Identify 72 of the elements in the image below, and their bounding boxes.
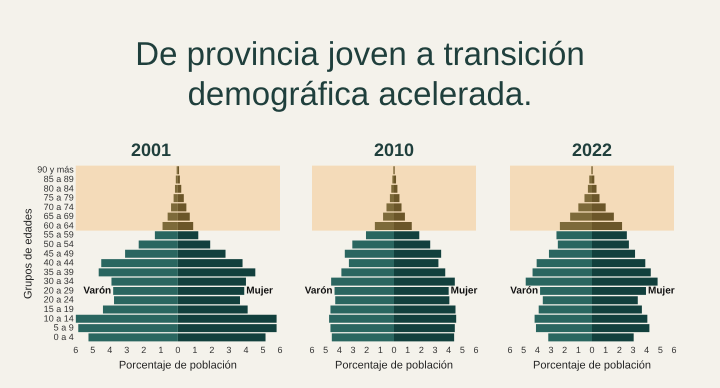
x-tick-label: 3 (432, 344, 438, 355)
y-tick-label: 80 a 84 (44, 183, 74, 194)
x-tick-label: 0 (589, 344, 595, 355)
x-tick-label: 3 (124, 344, 130, 355)
y-tick-label: 55 a 59 (44, 230, 74, 240)
series-label: Mujer (648, 286, 675, 297)
y-tick-label: 90 y más (37, 164, 74, 175)
x-tick-label: 1 (158, 344, 164, 355)
y-tick-label: 0 a 4 (54, 332, 74, 342)
y-tick-label: 10 a 14 (44, 313, 74, 324)
x-tick-label: 5 (90, 344, 96, 355)
x-tick-label: 6 (73, 344, 78, 355)
x-tick-label: 3 (630, 344, 636, 355)
y-tick-label: 65 a 69 (44, 211, 74, 222)
x-tick-label: 3 (350, 344, 356, 355)
x-tick-label: 1 (378, 344, 383, 355)
x-tick-label: 5 (323, 344, 328, 355)
series-label: Mujer (450, 286, 478, 297)
y-tick-label: 50 a 54 (44, 239, 74, 249)
x-tick-label: 6 (473, 344, 479, 355)
chart-title: 2010 (374, 140, 414, 160)
x-tick-label: 3 (226, 344, 232, 355)
x-tick-label: 1 (192, 344, 198, 355)
x-tick-label: 1 (603, 344, 608, 355)
series-label: Varón (510, 286, 538, 297)
x-axis-title: Porcentaje de población (334, 359, 454, 372)
y-tick-label: 15 a 19 (44, 304, 74, 314)
x-tick-label: 4 (534, 344, 540, 355)
x-tick-label: 6 (309, 344, 315, 355)
y-tick-label: 35 a 39 (44, 266, 74, 277)
x-tick-label: 2 (616, 344, 622, 355)
y-tick-label: 30 a 34 (44, 276, 74, 286)
x-tick-label: 1 (405, 344, 410, 355)
x-tick-label: 6 (507, 344, 513, 355)
chart-title: 2001 (130, 140, 172, 160)
x-tick-label: 4 (107, 344, 112, 355)
y-tick-label: 20 a 24 (44, 294, 74, 305)
x-tick-label: 5 (521, 344, 526, 355)
x-tick-label: 4 (336, 344, 342, 355)
x-tick-label: 4 (644, 344, 650, 355)
y-tick-label: 45 a 49 (44, 248, 74, 258)
text: De provincia joven a transición demográfica acelerada. (134, 34, 586, 114)
y-tick-label: 60 a 64 (44, 220, 74, 230)
x-tick-label: 0 (175, 344, 180, 355)
x-tick-label: 6 (671, 344, 677, 355)
x-tick-label: 2 (141, 344, 146, 355)
x-tick-label: 4 (446, 344, 452, 355)
x-tick-label: 2 (209, 344, 214, 355)
x-tick-label: 5 (460, 344, 465, 355)
x-tick-label: 3 (548, 344, 554, 355)
x-tick-label: 2 (562, 344, 568, 355)
x-tick-label: 6 (277, 344, 283, 355)
x-tick-label: 5 (658, 344, 663, 355)
x-tick-label: 5 (260, 344, 266, 355)
series-label: Mujer (246, 286, 274, 297)
chart-title: 2022 (572, 140, 612, 160)
series-label: Varón (83, 286, 112, 297)
y-tick-label: 40 a 44 (44, 258, 74, 268)
y-tick-label: 75 a 79 (44, 192, 74, 203)
y-axis-title: Grupos de edades (22, 208, 35, 300)
x-tick-label: 2 (418, 344, 424, 355)
x-tick-label: 0 (391, 344, 397, 355)
x-tick-label: 2 (364, 344, 370, 355)
y-tick-label: 20 a 29 (44, 285, 74, 296)
x-tick-label: 1 (576, 344, 581, 355)
y-tick-label: 5 a 9 (54, 322, 74, 333)
x-tick-label: 4 (243, 344, 248, 355)
x-axis-title: Porcentaje de población (532, 359, 652, 372)
x-axis-title: Porcentaje de población (118, 359, 237, 372)
y-tick-label: 85 a 89 (44, 174, 74, 184)
y-tick-label: 70 a 74 (44, 202, 74, 212)
series-label: Varón (304, 286, 333, 297)
